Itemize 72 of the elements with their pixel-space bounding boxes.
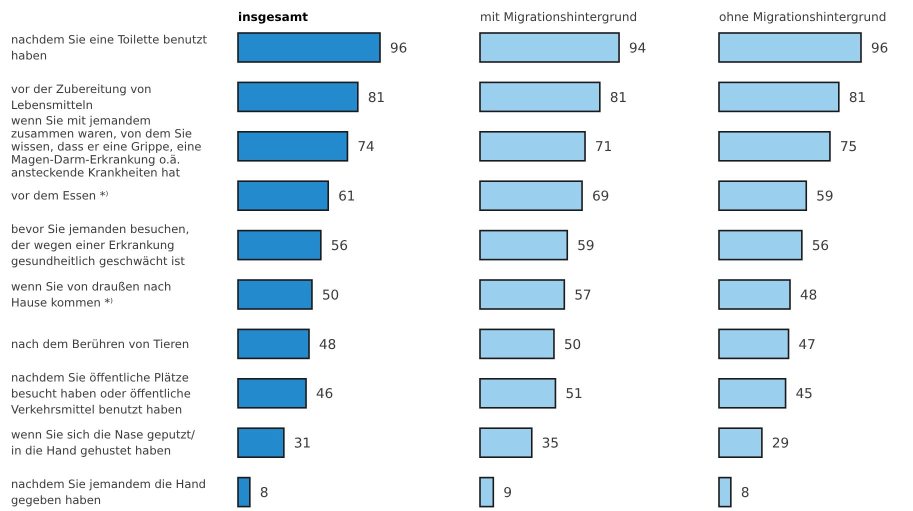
bar xyxy=(718,180,808,211)
data-label: 71 xyxy=(595,139,612,156)
bar xyxy=(237,32,381,63)
bar xyxy=(237,328,310,360)
data-label: 74 xyxy=(357,139,375,156)
data-label: 47 xyxy=(798,336,816,353)
data-label: 81 xyxy=(368,90,385,106)
data-label: 59 xyxy=(577,238,594,254)
data-label: 9 xyxy=(503,484,512,501)
data-label: 8 xyxy=(260,484,268,501)
bar xyxy=(718,230,803,260)
bar xyxy=(718,32,862,63)
data-label: 50 xyxy=(564,336,582,353)
data-label: 81 xyxy=(610,90,627,106)
data-label: 61 xyxy=(338,188,356,205)
y-tick-label: vor dem Essen *⁾ xyxy=(11,188,108,203)
bar xyxy=(718,427,763,458)
bar xyxy=(479,230,568,260)
bar xyxy=(479,82,601,112)
data-label: 46 xyxy=(316,386,334,402)
bar xyxy=(479,476,494,508)
bar xyxy=(718,279,791,310)
y-tick-label: wenn Sie von draußen nach Hause kommen *⁾ xyxy=(11,280,172,310)
y-tick-label: wenn Sie mit jemandem zusammen waren, von dem Sie wissen, dass er eine Grippe, eine Magen-Darm-Erkrankung o.ä. ansteckende Krankheiten hat xyxy=(11,113,202,180)
bar xyxy=(479,32,620,63)
y-tick-label: wenn Sie sich die Nase geputzt/ in die Hand gehustet haben xyxy=(11,428,196,458)
bar xyxy=(479,279,566,310)
data-label: 81 xyxy=(848,90,866,106)
data-label: 8 xyxy=(740,484,750,501)
bar xyxy=(718,476,732,508)
bar xyxy=(237,476,251,508)
bar xyxy=(479,427,533,458)
data-label: 96 xyxy=(390,40,408,56)
data-label: 48 xyxy=(319,336,336,353)
bar xyxy=(237,427,285,458)
data-label: 29 xyxy=(772,436,790,452)
bar xyxy=(237,279,313,310)
data-label: 57 xyxy=(574,287,592,304)
bar xyxy=(718,328,790,360)
data-label: 56 xyxy=(330,238,348,254)
data-label: 94 xyxy=(629,40,646,56)
bar xyxy=(479,328,555,360)
bar xyxy=(718,82,840,112)
bar xyxy=(237,378,307,409)
data-label: 75 xyxy=(840,139,858,156)
data-label: 69 xyxy=(592,188,610,205)
data-label: 51 xyxy=(565,386,583,402)
chart-title: mit Migrationshintergrund xyxy=(480,10,638,24)
chart-title: ohne Migrationshintergrund xyxy=(719,10,886,24)
data-label: 56 xyxy=(812,238,830,254)
data-label: 48 xyxy=(800,287,818,304)
chart-title: insgesamt xyxy=(238,10,308,24)
y-tick-label: bevor Sie jemanden besuchen, der wegen einer Erkrankung gesundheitlich geschwächt ist xyxy=(11,222,190,268)
data-label: 50 xyxy=(322,287,340,304)
bar xyxy=(237,230,322,260)
bar xyxy=(237,180,330,211)
bar xyxy=(479,131,586,162)
y-tick-label: nachdem Sie öffentliche Plätze besucht haben oder öffentliche Verkehrsmittel benutzt haben xyxy=(11,370,191,416)
data-label: 45 xyxy=(796,386,813,402)
data-label: 35 xyxy=(542,436,559,452)
y-tick-label: nachdem Sie jemandem die Hand gegeben haben xyxy=(11,477,206,508)
y-tick-label: nachdem Sie eine Toilette benutzt haben xyxy=(11,32,208,63)
data-label: 96 xyxy=(871,40,888,56)
bar xyxy=(479,180,583,211)
bar xyxy=(718,378,786,409)
data-label: 59 xyxy=(816,188,834,205)
data-label: 31 xyxy=(294,436,312,452)
bar xyxy=(237,131,348,162)
y-tick-label: nach dem Berühren von Tieren xyxy=(11,336,190,351)
bar xyxy=(718,131,831,162)
bar xyxy=(479,378,556,409)
bar xyxy=(237,82,359,112)
